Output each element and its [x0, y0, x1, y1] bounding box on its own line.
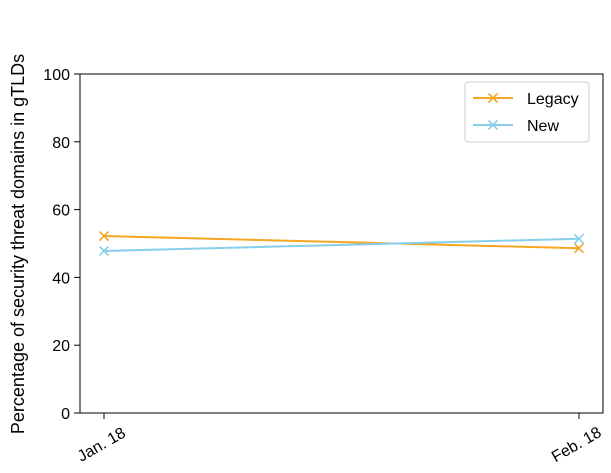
- series-new: [98, 233, 585, 257]
- legend-item-legacy: Legacy: [473, 91, 579, 108]
- y-axis-label: Percentage of security threat domains in…: [8, 54, 28, 434]
- series-layer: [98, 230, 585, 257]
- data-point-marker: [573, 233, 585, 244]
- data-point-marker: [98, 245, 110, 257]
- data-point-marker: [573, 243, 585, 254]
- y-tick-label: 60: [52, 203, 70, 220]
- legend-marker: [487, 92, 499, 104]
- y-tick-label: 80: [52, 135, 70, 152]
- x-tick-label: Feb. 18: [549, 424, 605, 466]
- y-tick-label: 40: [52, 270, 70, 287]
- plot-area: [79, 73, 604, 414]
- legend-item-new: New: [473, 118, 559, 135]
- plot-frame: [79, 73, 604, 414]
- y-axis: 0 20 40 60 80 100: [43, 67, 80, 423]
- x-axis: Jan. 18 Feb. 18: [75, 413, 605, 466]
- series-line: [103, 237, 580, 252]
- legend: Legacy New: [464, 81, 590, 143]
- y-tick-label: 20: [52, 338, 70, 355]
- y-tick-label: 100: [43, 67, 70, 84]
- legend-marker: [487, 119, 499, 131]
- x-tick-label: Jan. 18: [75, 425, 129, 466]
- y-tick-label: 0: [61, 406, 70, 423]
- series-line: [103, 235, 580, 250]
- legend-label: Legacy: [527, 91, 579, 108]
- data-point-marker: [98, 230, 110, 242]
- series-legacy: [98, 230, 585, 254]
- legend-label: New: [527, 118, 559, 135]
